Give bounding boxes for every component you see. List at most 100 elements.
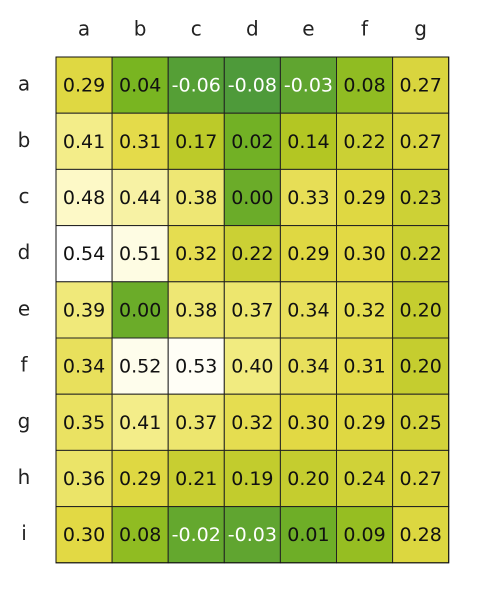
heatmap-cell-b-g bbox=[392, 112, 450, 170]
heatmap-cell-c-c bbox=[167, 168, 225, 227]
heatmap-cell-h-b bbox=[111, 449, 169, 508]
heatmap-cell-a-b bbox=[111, 56, 169, 114]
cell-value-f-d: 0.40 bbox=[231, 356, 273, 378]
cell-value-i-g: 0.28 bbox=[399, 524, 441, 546]
cell-value-i-a: 0.30 bbox=[63, 524, 105, 546]
cell-value-a-b: 0.04 bbox=[119, 75, 161, 97]
cell-value-f-c: 0.53 bbox=[175, 356, 217, 378]
cell-value-f-f: 0.31 bbox=[343, 356, 385, 378]
heatmap-cell-h-f bbox=[336, 449, 394, 508]
column-label-b: b bbox=[134, 17, 147, 41]
cell-value-h-f: 0.24 bbox=[343, 468, 385, 490]
heatmap-border bbox=[55, 56, 450, 564]
heatmap-cell-g-f bbox=[336, 393, 394, 451]
heatmap-cell-g-e bbox=[279, 393, 337, 451]
cell-value-d-d: 0.22 bbox=[231, 243, 273, 265]
cell-value-b-g: 0.27 bbox=[399, 131, 441, 153]
cell-value-h-b: 0.29 bbox=[119, 468, 161, 490]
cell-value-e-a: 0.39 bbox=[63, 299, 105, 321]
heatmap-cell-h-g bbox=[392, 449, 450, 508]
row-label-a: a bbox=[18, 72, 30, 96]
cell-value-b-a: 0.41 bbox=[63, 131, 105, 153]
cell-value-a-a: 0.29 bbox=[63, 75, 105, 97]
cell-value-b-b: 0.31 bbox=[119, 131, 161, 153]
heatmap-cell-g-g bbox=[392, 393, 450, 451]
cell-value-b-c: 0.17 bbox=[175, 131, 217, 153]
row-label-g: g bbox=[18, 409, 31, 433]
column-label-c: c bbox=[191, 17, 202, 41]
cell-value-i-c: -0.02 bbox=[172, 524, 221, 546]
cell-value-i-e: 0.01 bbox=[287, 524, 329, 546]
heatmap-cell-g-d bbox=[223, 393, 281, 451]
cell-value-g-a: 0.35 bbox=[63, 412, 105, 434]
heatmap-cell-f-a bbox=[55, 337, 113, 395]
cell-value-d-c: 0.32 bbox=[175, 243, 217, 265]
cell-value-d-g: 0.22 bbox=[399, 243, 441, 265]
cell-value-d-f: 0.30 bbox=[343, 243, 385, 265]
cell-value-i-d: -0.03 bbox=[228, 524, 277, 546]
cell-value-h-e: 0.20 bbox=[287, 468, 329, 490]
row-label-e: e bbox=[18, 296, 30, 320]
heatmap-cell-c-f bbox=[336, 168, 394, 227]
heatmap-cell-e-c bbox=[167, 281, 225, 339]
cell-value-d-e: 0.29 bbox=[287, 243, 329, 265]
cell-value-b-f: 0.22 bbox=[343, 131, 385, 153]
row-label-i: i bbox=[21, 521, 27, 545]
cell-value-e-f: 0.32 bbox=[343, 299, 385, 321]
heatmap-cell-e-a bbox=[55, 281, 113, 339]
cell-value-g-b: 0.41 bbox=[119, 412, 161, 434]
heatmap-cell-c-b bbox=[111, 168, 169, 227]
row-label-c: c bbox=[19, 184, 30, 208]
column-label-a: a bbox=[78, 17, 90, 41]
cell-value-a-e: -0.03 bbox=[284, 75, 333, 97]
heatmap-cell-h-e bbox=[279, 449, 337, 508]
cell-value-h-g: 0.27 bbox=[399, 468, 441, 490]
heatmap-cell-i-c bbox=[167, 506, 225, 564]
column-label-g: g bbox=[414, 17, 427, 41]
cell-value-g-e: 0.30 bbox=[287, 412, 329, 434]
heatmap-cell-d-f bbox=[336, 225, 394, 283]
row-label-b: b bbox=[18, 128, 31, 152]
cell-value-a-d: -0.08 bbox=[228, 75, 277, 97]
heatmap-cell-d-g bbox=[392, 225, 450, 283]
cell-value-c-g: 0.23 bbox=[399, 187, 441, 209]
cell-value-h-a: 0.36 bbox=[63, 468, 105, 490]
cell-value-g-g: 0.25 bbox=[399, 412, 441, 434]
heatmap-cell-g-a bbox=[55, 393, 113, 451]
heatmap-cell-f-b bbox=[111, 337, 169, 395]
cell-value-b-d: 0.02 bbox=[231, 131, 273, 153]
cell-value-g-f: 0.29 bbox=[343, 412, 385, 434]
column-label-f: f bbox=[361, 17, 369, 41]
cell-value-c-e: 0.33 bbox=[287, 187, 329, 209]
heatmap-cell-d-b bbox=[111, 225, 169, 283]
cell-value-a-g: 0.27 bbox=[399, 75, 441, 97]
heatmap-cell-d-a bbox=[55, 225, 113, 283]
cell-value-a-c: -0.06 bbox=[172, 75, 221, 97]
heatmap-cell-c-g bbox=[392, 168, 450, 227]
cell-value-d-a: 0.54 bbox=[63, 243, 105, 265]
heatmap-cell-i-e bbox=[279, 506, 337, 564]
cell-value-h-d: 0.19 bbox=[231, 468, 273, 490]
heatmap-cell-g-c bbox=[167, 393, 225, 451]
cell-value-c-d: 0.00 bbox=[231, 187, 273, 209]
row-labels: a b c d e f g h i bbox=[18, 72, 31, 546]
cell-value-g-c: 0.37 bbox=[175, 412, 217, 434]
row-label-d: d bbox=[18, 240, 31, 264]
heatmap-cell-f-d bbox=[223, 337, 281, 395]
cell-value-c-a: 0.48 bbox=[63, 187, 105, 209]
cell-value-f-b: 0.52 bbox=[119, 356, 161, 378]
cell-value-a-f: 0.08 bbox=[343, 75, 385, 97]
heatmap-cell-f-e bbox=[279, 337, 337, 395]
heatmap-cell-f-g bbox=[392, 337, 450, 395]
heatmap-cell-h-a bbox=[55, 449, 113, 508]
cell-value-e-g: 0.20 bbox=[399, 299, 441, 321]
column-label-d: d bbox=[246, 17, 259, 41]
heatmap-cell-d-d bbox=[223, 225, 281, 283]
cell-value-c-c: 0.38 bbox=[175, 187, 217, 209]
cell-value-e-b: 0.00 bbox=[119, 299, 161, 321]
column-label-e: e bbox=[302, 17, 314, 41]
column-labels: a b c d e f g bbox=[78, 17, 427, 41]
cell-value-e-c: 0.38 bbox=[175, 299, 217, 321]
row-label-h: h bbox=[18, 465, 31, 489]
